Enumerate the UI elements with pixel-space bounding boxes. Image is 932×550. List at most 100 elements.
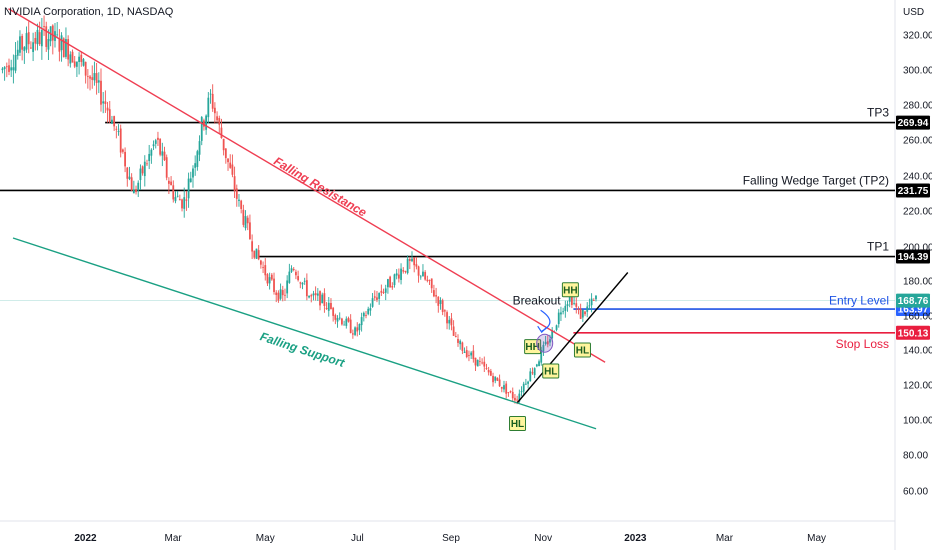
candle-body — [257, 250, 260, 260]
candle-body — [448, 319, 451, 324]
x-tick-label: 2023 — [624, 533, 647, 544]
candle-body — [262, 267, 264, 268]
candle-body — [415, 264, 418, 267]
candle-body — [80, 54, 83, 62]
candle-body — [97, 80, 100, 83]
candle-body — [277, 292, 280, 301]
candle-body — [312, 293, 315, 296]
candle-body — [301, 282, 304, 285]
candle-body — [461, 342, 464, 351]
candle-body — [27, 32, 30, 45]
candle-body — [23, 47, 26, 52]
candle-body — [577, 308, 580, 310]
candle-body — [121, 149, 124, 152]
candle-body — [378, 293, 381, 299]
candle-body — [351, 333, 354, 335]
candle-body — [437, 296, 440, 306]
candle-body — [187, 178, 190, 199]
price-tag-text-tp2: 231.75 — [898, 186, 929, 197]
candle-body — [183, 197, 186, 209]
candle-body — [450, 318, 453, 326]
candle-body — [303, 280, 306, 282]
candle-body — [428, 280, 431, 281]
candle-body — [485, 368, 488, 369]
candle-body — [387, 279, 389, 288]
candle-body — [384, 288, 387, 293]
candle-body — [108, 109, 111, 122]
candle-body — [419, 276, 422, 278]
candle-body — [590, 298, 593, 306]
candle-body — [454, 336, 457, 337]
candle-body — [562, 311, 565, 313]
candle-body — [196, 151, 199, 167]
candle-body — [358, 324, 361, 331]
candle-body — [286, 280, 289, 294]
candle-body — [430, 278, 433, 289]
candle-body — [139, 168, 142, 181]
x-tick-label: Mar — [165, 533, 183, 544]
candle-body — [154, 140, 157, 144]
candle-body — [371, 298, 374, 307]
candle-body — [542, 344, 545, 352]
candle-body — [281, 290, 284, 296]
candle-body — [222, 138, 225, 151]
candle-body — [229, 162, 232, 168]
candle-body — [218, 118, 221, 125]
x-tick-label: May — [256, 533, 275, 544]
candle-body — [135, 189, 137, 193]
level-label-stoploss: Stop Loss — [836, 337, 889, 351]
candle-body — [529, 371, 532, 382]
candle-body — [93, 73, 96, 81]
candle-body — [113, 116, 116, 127]
candle-body — [266, 274, 269, 284]
candle-body — [111, 119, 113, 124]
candle-body — [540, 349, 543, 363]
candle-body — [347, 318, 350, 322]
candle-body — [336, 318, 339, 322]
candle-body — [549, 339, 551, 343]
breakout-arrow-head — [537, 325, 548, 334]
candle-body — [238, 199, 240, 201]
y-tick-label: 120.00 — [903, 381, 932, 392]
trendline-falling-support — [12, 237, 597, 430]
trendline-falling-resistance — [8, 8, 606, 363]
y-tick-label: 160.00 — [903, 312, 932, 323]
candle-body — [573, 302, 575, 304]
candle-body — [325, 307, 328, 309]
candle-body — [411, 258, 413, 262]
candle-body — [465, 350, 468, 357]
price-tag-text-tp3: 269.94 — [898, 118, 929, 129]
horizontal-levels: TP3 269.94 Falling Wedge Target (TP2) 231.7… — [0, 106, 930, 351]
candle-body — [200, 117, 203, 141]
candle-body — [284, 294, 286, 296]
candle-body — [382, 292, 385, 293]
candle-body — [343, 324, 346, 326]
candle-body — [251, 241, 254, 252]
candle-body — [178, 199, 181, 201]
candle-body — [564, 305, 567, 311]
y-tick-label: 220.00 — [903, 207, 932, 218]
candle-body — [233, 176, 236, 191]
candle-body — [100, 80, 102, 105]
y-tick-label: 180.00 — [903, 277, 932, 288]
candle-body — [163, 151, 166, 161]
candle-body — [106, 107, 109, 111]
candle-body — [102, 101, 105, 104]
candle-body — [170, 181, 172, 186]
candle-body — [422, 271, 424, 277]
candle-body — [424, 272, 427, 280]
y-tick-label: 240.00 — [903, 172, 932, 183]
candle-body — [211, 93, 214, 109]
candle-body — [566, 304, 569, 306]
candle-body — [402, 270, 405, 272]
candle-body — [470, 352, 473, 356]
candle-body — [397, 274, 400, 279]
price-tag-tp1 — [896, 249, 930, 264]
candle-body — [332, 307, 335, 316]
candle-body — [380, 290, 383, 293]
candle-body — [259, 260, 262, 265]
swing-label-text: HL — [511, 419, 524, 430]
candle-body — [356, 327, 359, 332]
candle-body — [209, 93, 212, 95]
candle-body — [503, 385, 505, 390]
